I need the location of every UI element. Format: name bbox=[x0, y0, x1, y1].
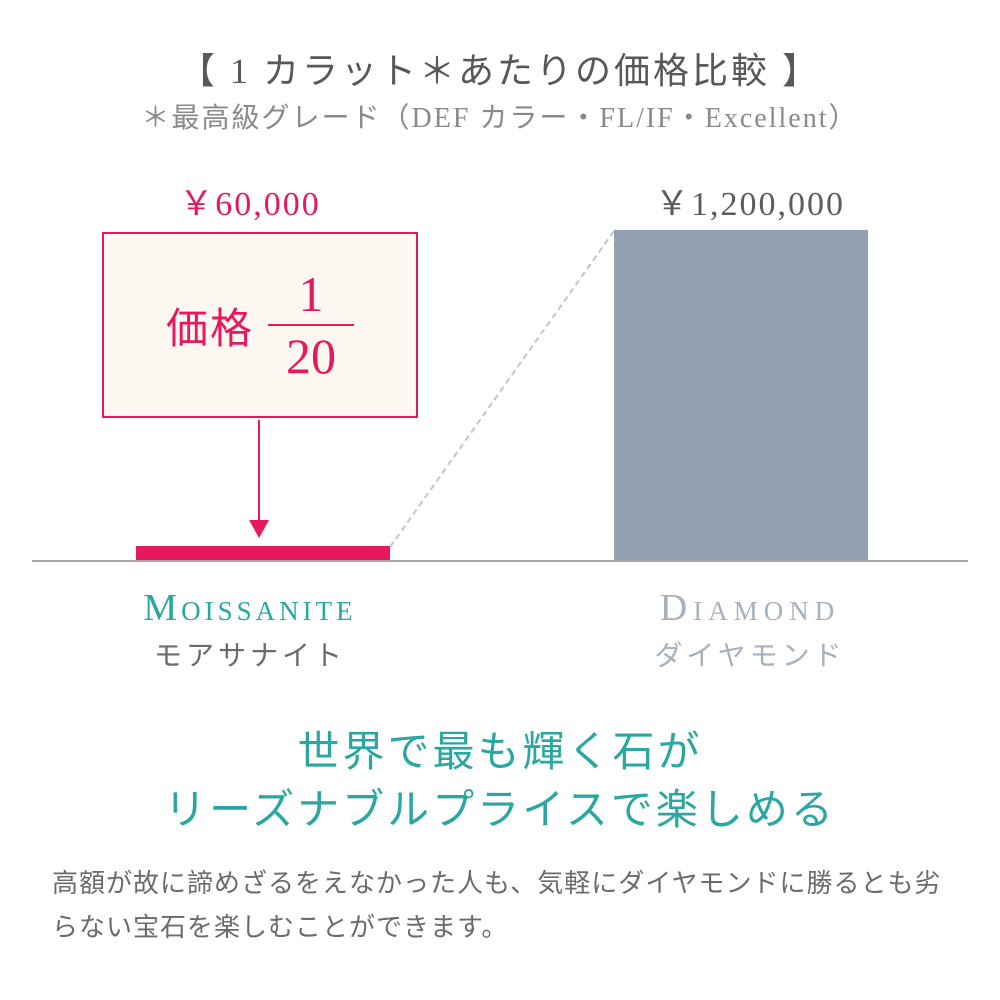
page-subtitle: ＊最高級グレード（DEF カラー・FL/IF・Excellent） bbox=[0, 96, 1000, 136]
page-title: 【 1 カラット＊あたりの価格比較 】 bbox=[0, 42, 1000, 94]
dashed-connector-top bbox=[389, 230, 615, 547]
callout-fraction: 1 20 bbox=[268, 268, 354, 383]
bar-diamond bbox=[614, 230, 868, 560]
fraction-bar-icon bbox=[268, 324, 354, 326]
fraction-numerator: 1 bbox=[299, 268, 324, 321]
bar-moissanite bbox=[136, 546, 390, 560]
category-ja-moissanite: モアサナイト bbox=[0, 634, 500, 674]
category-ja-diamond: ダイヤモンド bbox=[500, 634, 1000, 674]
category-en-moissanite: Moissanite bbox=[0, 586, 500, 630]
infographic-root: 【 1 カラット＊あたりの価格比較 】 ＊最高級グレード（DEF カラー・FL/… bbox=[0, 0, 1000, 1000]
callout-label: 価格 bbox=[166, 295, 254, 356]
tagline-line-2: リーズナブルプライスで楽しめる bbox=[0, 776, 1000, 837]
fraction-denominator: 20 bbox=[286, 330, 336, 383]
category-en-diamond: Diamond bbox=[500, 586, 1000, 630]
price-label-diamond: ￥1,200,000 bbox=[500, 176, 1000, 225]
tagline-line-1: 世界で最も輝く石が bbox=[0, 718, 1000, 779]
price-label-moissanite: ￥60,000 bbox=[0, 176, 500, 225]
callout-arrow-head-icon bbox=[249, 520, 269, 538]
price-ratio-callout: 価格 1 20 bbox=[102, 232, 418, 418]
callout-arrow-stem bbox=[258, 420, 260, 524]
body-text: 高額が故に諦めざるをえなかった人も、気軽にダイヤモンドに勝るとも劣らない宝石を楽… bbox=[52, 862, 948, 950]
chart-baseline bbox=[32, 560, 968, 562]
